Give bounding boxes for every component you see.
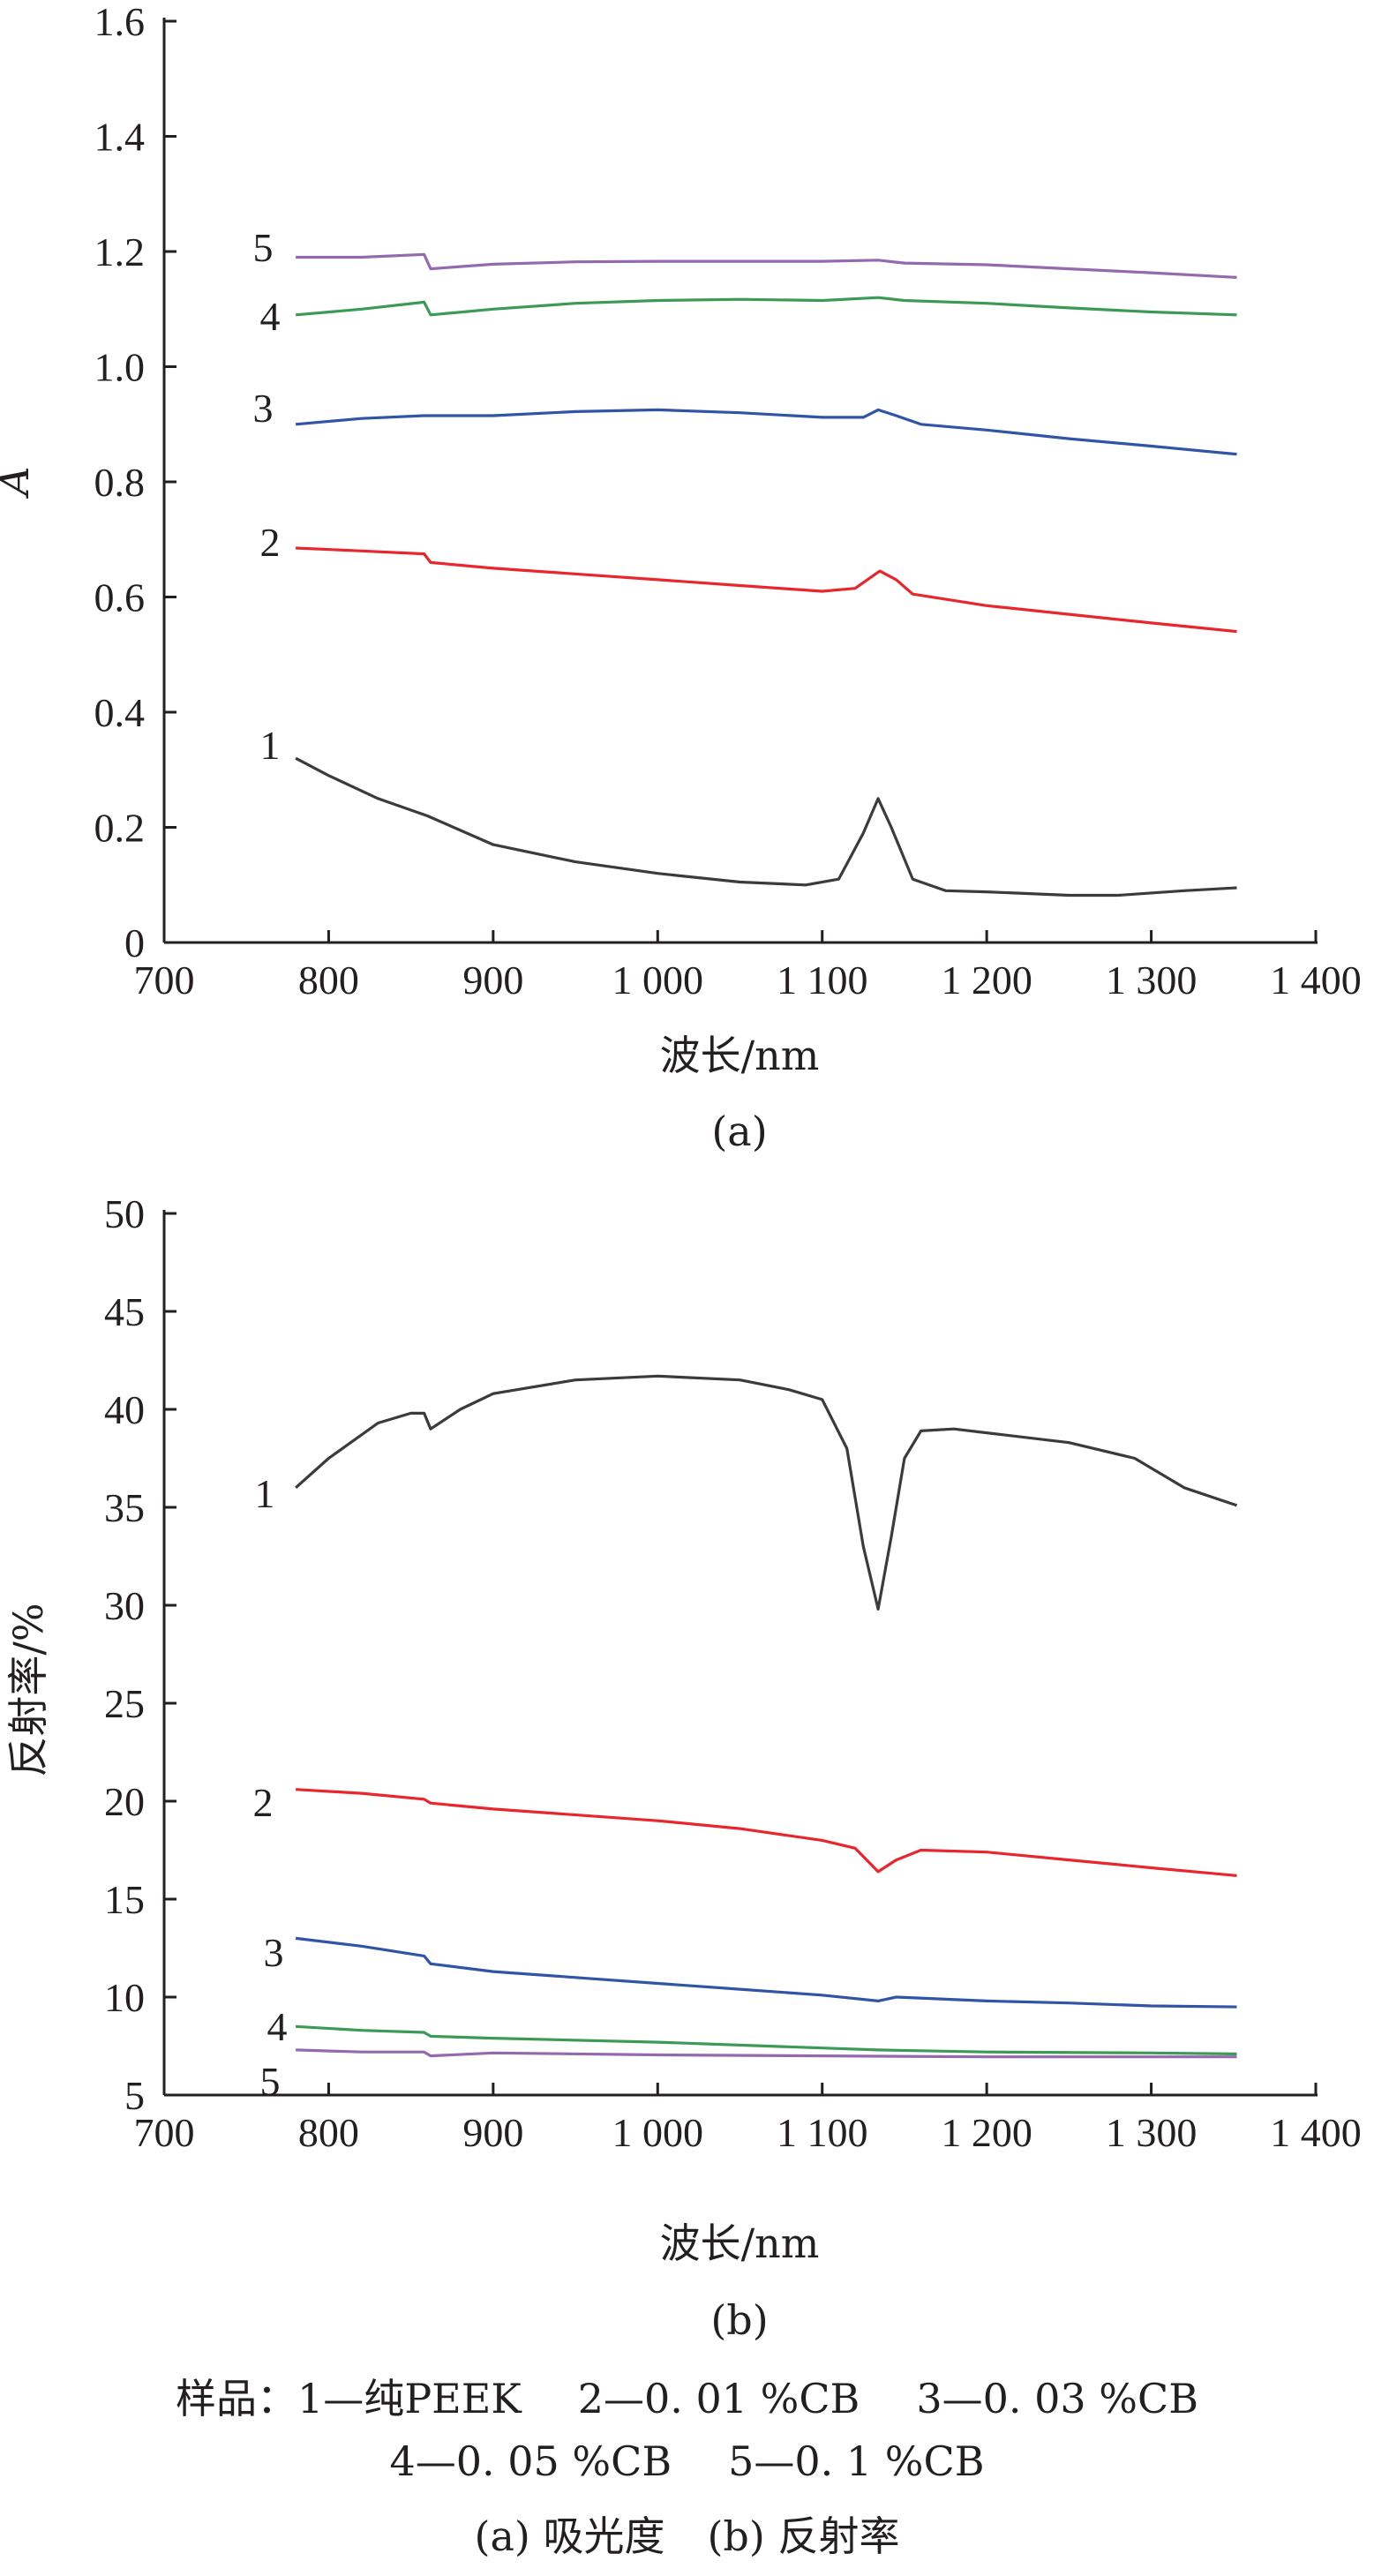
series-line-1: [295, 756, 1237, 897]
x-tick-label: 1 200: [941, 2110, 1032, 2155]
caption-line-2: 4—0. 05 %CB 5—0. 1 %CB: [0, 2437, 1374, 2485]
y-tick-label: 20: [104, 1779, 145, 1824]
panel-b-axes: 700 800 900 1 000 1 100 1 200 1 300 1 400510152…: [104, 1191, 1362, 2155]
x-tick-label: 700: [134, 958, 195, 1003]
panel-b-series: [295, 1374, 1238, 2059]
curve-label-3: 3: [253, 386, 274, 431]
x-tick-label: 1 200: [941, 958, 1032, 1003]
x-tick-label: 1 300: [1106, 958, 1198, 1003]
y-tick-label: 50: [104, 1191, 145, 1236]
curve-label-2: 2: [253, 1780, 274, 1825]
caption-sample-2: 2—0. 01 %CB: [577, 2375, 860, 2422]
y-tick-label: 40: [104, 1387, 145, 1432]
y-tick-label: 0.8: [94, 460, 146, 505]
y-tick-label: 45: [104, 1289, 145, 1334]
y-tick-label: 35: [104, 1485, 145, 1530]
panel-a-panel-label: (a): [711, 1108, 767, 1155]
x-tick-label: 800: [298, 2110, 359, 2155]
x-tick-label: 700: [134, 2110, 195, 2155]
panel-b-curve-labels: 1 2 3 4 5: [253, 1471, 288, 2104]
caption-sample-3: 3—0. 03 %CB: [916, 2375, 1199, 2422]
curve-label-5: 5: [260, 2059, 281, 2104]
caption-sample-4: 4—0. 05 %CB: [389, 2437, 672, 2485]
curve-label-3: 3: [264, 1930, 284, 1975]
y-tick-label: 1.2: [94, 229, 146, 274]
y-tick-label: 0.4: [94, 690, 146, 735]
curve-label-4: 4: [260, 294, 281, 339]
caption-sample-5: 5—0. 1 %CB: [728, 2437, 985, 2485]
y-tick-label: 30: [104, 1583, 145, 1628]
x-tick-label: 1 300: [1106, 2110, 1198, 2155]
caption-sample-1: 样品：1—纯PEEK: [175, 2375, 522, 2422]
x-tick-label: 1 000: [612, 2110, 704, 2155]
panel-a-absorbance-chart: 700 800 900 1 000 1 100 1 200 1 300 1 400 0 0.2 0.…: [0, 0, 1362, 1155]
x-tick-label: 1 100: [777, 2110, 868, 2155]
curve-label-1: 1: [255, 1471, 275, 1516]
panel-a-series: [295, 252, 1237, 897]
curve-label-2: 2: [260, 520, 281, 565]
panel-b-panel-label: (b): [710, 2296, 768, 2344]
curve-label-1: 1: [260, 723, 281, 768]
panel-a-curve-labels: 1 2 3 4 5: [253, 225, 281, 768]
series-line-3: [295, 1936, 1237, 2009]
panel-b-x-axis-label: 波长/nm: [660, 2219, 820, 2267]
curve-label-4: 4: [267, 2004, 288, 2049]
x-tick-label: 1 400: [1270, 2110, 1362, 2155]
x-tick-label: 1 400: [1270, 958, 1362, 1003]
x-tick-label: 900: [462, 2110, 523, 2155]
x-tick-label: 900: [462, 958, 523, 1003]
y-tick-label: 15: [104, 1877, 145, 1922]
y-tick-label: 0.2: [94, 806, 146, 851]
panel-a-axes: 700 800 900 1 000 1 100 1 200 1 300 1 400 0 0.2 0.…: [94, 0, 1362, 1003]
y-tick-label: 5: [124, 2073, 145, 2118]
y-tick-label: 1.6: [94, 0, 146, 44]
series-line-5: [296, 252, 1237, 279]
x-tick-label: 1 100: [777, 958, 868, 1003]
x-tick-label: 1 000: [612, 958, 704, 1003]
y-tick-label: 1.0: [94, 345, 146, 390]
y-tick-label: 0: [124, 920, 145, 965]
caption-panel-a: (a) 吸光度: [474, 2512, 665, 2560]
x-tick-label: 800: [298, 958, 359, 1003]
curve-label-5: 5: [253, 225, 274, 270]
caption-line-3: (a) 吸光度 (b) 反射率: [0, 2505, 1374, 2563]
panel-a-x-axis-label: 波长/nm: [660, 1032, 820, 1079]
caption-panel-b: (b) 反射率: [707, 2512, 900, 2560]
y-tick-label: 25: [104, 1681, 145, 1726]
caption-line-1: 样品：1—纯PEEK 2—0. 01 %CB 3—0. 03 %CB: [0, 2367, 1374, 2425]
panel-b-y-axis-label: 反射率/%: [4, 1603, 52, 1776]
y-tick-label: 10: [104, 1975, 145, 2020]
y-tick-label: 1.4: [94, 115, 146, 160]
y-tick-label: 0.6: [94, 575, 146, 620]
series-line-4: [295, 296, 1237, 317]
panel-b-reflectance-chart: 700 800 900 1 000 1 100 1 200 1 300 1 400510152…: [4, 1191, 1362, 2344]
series-line-2: [296, 546, 1237, 634]
series-line-1: [295, 1374, 1238, 1611]
series-line-3: [295, 408, 1237, 456]
panel-a-y-axis-label: A: [0, 466, 38, 499]
series-line-5: [296, 2048, 1237, 2059]
series-line-2: [296, 1788, 1237, 1877]
series-line-4: [296, 2024, 1237, 2055]
